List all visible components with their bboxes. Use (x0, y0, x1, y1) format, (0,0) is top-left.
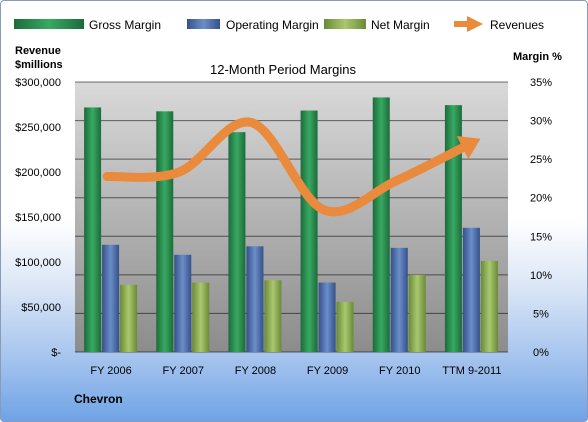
x-axis-ticks: FY 2006 FY 2007 FY 2008 FY 2009 FY 2010 TTM 9… (90, 365, 501, 377)
operating-margin-bar (462, 227, 480, 352)
gross-margin-bar (444, 105, 462, 353)
left-tick-label: $100,000 (15, 257, 61, 269)
legend-arrow-revenues (467, 16, 483, 32)
left-tick-label: $50,000 (21, 302, 61, 314)
x-tick-label: FY 2007 (163, 365, 204, 377)
operating-margin-bar (390, 247, 408, 352)
gross-margin-bar (84, 107, 102, 352)
left-tick-label: $150,000 (15, 212, 61, 224)
operating-margin-bar (102, 244, 120, 352)
left-tick-label: $200,000 (15, 167, 61, 179)
left-axis-title-line1: Revenue (15, 45, 61, 57)
legend-swatch-net-margin (324, 19, 366, 29)
legend-label-operating-margin: Operating Margin (226, 18, 319, 32)
left-axis-ticks: $- $50,000 $100,000 $150,000 $200,000 $250,00… (15, 77, 61, 359)
legend-label-net-margin: Net Margin (371, 18, 430, 32)
net-margin-bar (480, 260, 498, 352)
x-tick-label: FY 2006 (90, 365, 131, 377)
operating-margin-bar (174, 254, 192, 352)
legend-swatch-gross-margin (14, 19, 84, 29)
chart-title: 12-Month Period Margins (210, 62, 356, 77)
x-tick-label: FY 2008 (235, 365, 276, 377)
left-tick-label: $- (51, 347, 61, 359)
x-tick-label: TTM 9-2011 (442, 365, 501, 377)
net-margin-bar (264, 280, 282, 352)
right-tick-label: 5% (533, 308, 549, 320)
right-tick-label: 20% (530, 193, 552, 205)
revenue-arrowhead (456, 136, 481, 160)
right-axis-title: Margin % (513, 51, 562, 63)
right-tick-label: 25% (530, 154, 552, 166)
operating-margin-bar (318, 282, 336, 352)
right-tick-label: 10% (530, 270, 552, 282)
revenue-line-group (102, 117, 481, 217)
right-tick-label: 15% (530, 231, 552, 243)
net-margin-bar (120, 284, 138, 352)
right-axis-ticks: 0% 5% 10% 15% 20% 25% 30% 35% (530, 77, 552, 359)
plot-area (75, 82, 508, 352)
operating-margin-bar (246, 246, 264, 352)
left-axis-title-line2: $millions (15, 59, 63, 71)
right-tick-label: 0% (533, 347, 549, 359)
right-tick-label: 35% (530, 77, 552, 89)
net-margin-bar (336, 301, 354, 352)
legend-label-gross-margin: Gross Margin (89, 18, 161, 32)
gross-margin-bar (156, 111, 174, 352)
gross-margin-bar (300, 110, 318, 353)
company-name: Chevron (74, 392, 123, 406)
right-tick-label: 30% (530, 116, 552, 128)
bars (84, 97, 498, 353)
legend: Gross Margin Operating Margin Net Margin… (14, 16, 544, 32)
x-tick-label: FY 2009 (307, 365, 348, 377)
legend-label-revenues: Revenues (490, 18, 544, 32)
legend-swatch-operating-margin (187, 19, 220, 29)
revenue-line (102, 117, 473, 217)
left-tick-label: $300,000 (15, 77, 61, 89)
left-tick-label: $250,000 (15, 122, 61, 134)
gross-margin-bar (372, 97, 390, 352)
gridlines (75, 81, 508, 353)
x-tick-label: FY 2010 (379, 365, 420, 377)
net-margin-bar (192, 282, 210, 352)
net-margin-bar (408, 274, 426, 352)
gross-margin-bar (228, 132, 246, 352)
